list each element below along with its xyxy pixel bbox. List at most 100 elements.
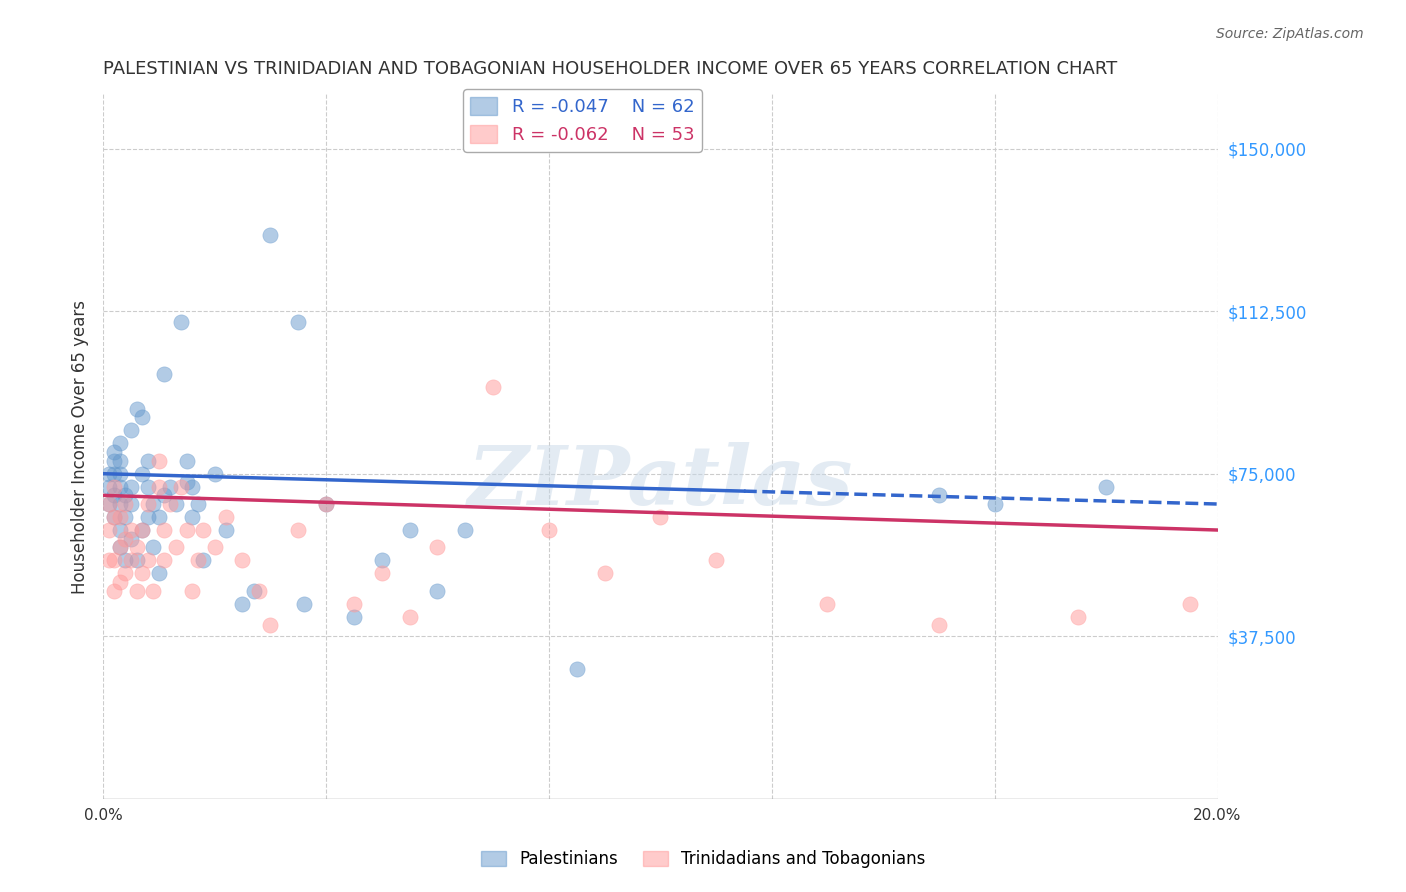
Point	[131, 467, 153, 481]
Point	[131, 566, 153, 581]
Point	[136, 497, 159, 511]
Point	[114, 488, 136, 502]
Point	[136, 480, 159, 494]
Point	[103, 510, 125, 524]
Point	[142, 541, 165, 555]
Point	[704, 553, 727, 567]
Point	[120, 553, 142, 567]
Point	[120, 532, 142, 546]
Point	[204, 541, 226, 555]
Point	[153, 367, 176, 381]
Point	[287, 315, 309, 329]
Point	[125, 553, 148, 567]
Point	[176, 453, 198, 467]
Point	[181, 480, 204, 494]
Legend: R = -0.047    N = 62, R = -0.062    N = 53: R = -0.047 N = 62, R = -0.062 N = 53	[463, 89, 702, 152]
Point	[153, 523, 176, 537]
Point	[565, 662, 588, 676]
Point	[315, 497, 337, 511]
Text: ZIPatlas: ZIPatlas	[468, 442, 853, 522]
Point	[142, 583, 165, 598]
Point	[97, 497, 120, 511]
Point	[176, 523, 198, 537]
Y-axis label: Householder Income Over 65 years: Householder Income Over 65 years	[72, 300, 89, 593]
Point	[176, 475, 198, 490]
Point	[193, 553, 215, 567]
Point	[928, 618, 950, 632]
Point	[131, 410, 153, 425]
Point	[343, 597, 366, 611]
Point	[120, 423, 142, 437]
Point	[103, 445, 125, 459]
Point	[159, 497, 181, 511]
Point	[1067, 609, 1090, 624]
Point	[108, 497, 131, 511]
Point	[482, 380, 505, 394]
Point	[108, 510, 131, 524]
Point	[103, 583, 125, 598]
Point	[108, 541, 131, 555]
Point	[165, 497, 187, 511]
Point	[131, 523, 153, 537]
Point	[125, 401, 148, 416]
Point	[97, 480, 120, 494]
Point	[159, 480, 181, 494]
Point	[125, 541, 148, 555]
Point	[153, 488, 176, 502]
Point	[231, 553, 253, 567]
Point	[1178, 597, 1201, 611]
Point	[231, 597, 253, 611]
Point	[187, 497, 209, 511]
Point	[131, 523, 153, 537]
Legend: Palestinians, Trinidadians and Tobagonians: Palestinians, Trinidadians and Tobagonia…	[474, 844, 932, 875]
Text: PALESTINIAN VS TRINIDADIAN AND TOBAGONIAN HOUSEHOLDER INCOME OVER 65 YEARS CORRE: PALESTINIAN VS TRINIDADIAN AND TOBAGONIA…	[103, 60, 1118, 78]
Point	[181, 510, 204, 524]
Point	[153, 553, 176, 567]
Point	[1095, 480, 1118, 494]
Point	[247, 583, 270, 598]
Point	[103, 488, 125, 502]
Point	[148, 453, 170, 467]
Point	[120, 523, 142, 537]
Point	[315, 497, 337, 511]
Point	[817, 597, 839, 611]
Point	[136, 453, 159, 467]
Point	[125, 583, 148, 598]
Point	[259, 228, 281, 243]
Point	[650, 510, 672, 524]
Point	[103, 510, 125, 524]
Point	[114, 553, 136, 567]
Point	[103, 453, 125, 467]
Point	[114, 532, 136, 546]
Point	[108, 523, 131, 537]
Point	[454, 523, 477, 537]
Point	[343, 609, 366, 624]
Point	[292, 597, 315, 611]
Point	[97, 553, 120, 567]
Point	[142, 497, 165, 511]
Point	[148, 480, 170, 494]
Point	[97, 467, 120, 481]
Point	[170, 315, 193, 329]
Point	[114, 510, 136, 524]
Text: Source: ZipAtlas.com: Source: ZipAtlas.com	[1216, 27, 1364, 41]
Point	[983, 497, 1005, 511]
Point	[136, 553, 159, 567]
Point	[426, 583, 449, 598]
Point	[215, 523, 238, 537]
Point	[103, 553, 125, 567]
Point	[204, 467, 226, 481]
Point	[114, 497, 136, 511]
Point	[593, 566, 616, 581]
Point	[97, 523, 120, 537]
Point	[108, 436, 131, 450]
Point	[398, 609, 420, 624]
Point	[120, 497, 142, 511]
Point	[165, 541, 187, 555]
Point	[398, 523, 420, 537]
Point	[287, 523, 309, 537]
Point	[148, 566, 170, 581]
Point	[148, 510, 170, 524]
Point	[259, 618, 281, 632]
Point	[97, 497, 120, 511]
